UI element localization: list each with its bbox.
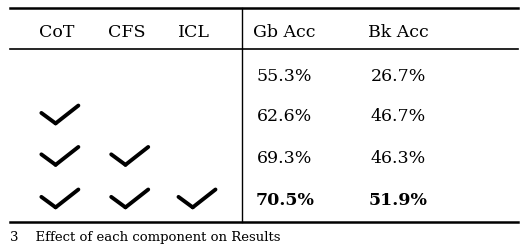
Text: 46.7%: 46.7% bbox=[371, 108, 426, 125]
Text: 69.3%: 69.3% bbox=[257, 150, 313, 167]
Text: 26.7%: 26.7% bbox=[371, 68, 426, 85]
Text: 62.6%: 62.6% bbox=[257, 108, 313, 125]
Text: CoT: CoT bbox=[40, 24, 74, 41]
Text: 70.5%: 70.5% bbox=[255, 192, 314, 209]
Text: Bk Acc: Bk Acc bbox=[368, 24, 429, 41]
Text: 51.9%: 51.9% bbox=[369, 192, 428, 209]
Text: 3    Effect of each component on Results: 3 Effect of each component on Results bbox=[11, 231, 281, 244]
Text: Gb Acc: Gb Acc bbox=[253, 24, 316, 41]
Text: 46.3%: 46.3% bbox=[371, 150, 426, 167]
Text: CFS: CFS bbox=[108, 24, 146, 41]
Text: ICL: ICL bbox=[178, 24, 210, 41]
Text: 55.3%: 55.3% bbox=[257, 68, 313, 85]
